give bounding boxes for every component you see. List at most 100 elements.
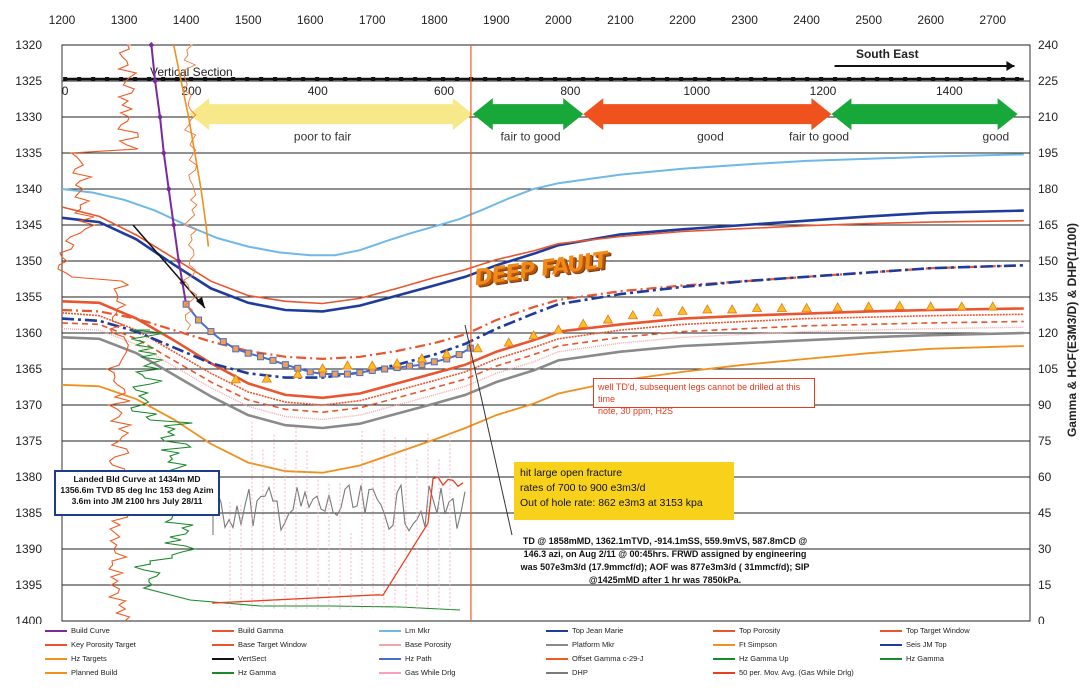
zone-arrows: poor to fair fair to good good fair to good…	[189, 98, 1018, 144]
legend-swatch	[713, 672, 735, 675]
point-hz-targets	[292, 368, 303, 379]
point-hz-path	[343, 370, 351, 378]
zone-label: fair to good	[789, 130, 849, 144]
y-left-tick-label: 1370	[15, 398, 42, 412]
legend-swatch	[880, 658, 902, 661]
vertsect-marker	[385, 77, 390, 81]
legend-item: Planned Build	[45, 668, 117, 677]
vertsect-marker	[1015, 77, 1020, 81]
vertsect-marker	[847, 77, 852, 81]
log-traces	[57, 44, 466, 622]
point-hz-path	[455, 351, 463, 359]
series-top-porosity	[61, 312, 1024, 406]
point-hz-path	[195, 316, 203, 324]
vertsect-marker	[791, 77, 796, 81]
y-left-tick-label: 1395	[15, 578, 42, 592]
y-left-tick-label: 1350	[15, 254, 42, 268]
point-build-curve	[165, 186, 172, 192]
point-hz-path	[356, 369, 364, 377]
log-dhp	[212, 483, 466, 535]
y-right-tick-label: 0	[1038, 614, 1045, 624]
vertical-section-tick: 1000	[683, 84, 710, 98]
vertsect-marker	[217, 77, 222, 81]
axes: 1320 240 1325 225 1330 210 1335 195 1340 180 1345 1…	[15, 13, 1079, 624]
point-hz-path	[269, 356, 277, 364]
legend-label: Planned Build	[71, 668, 118, 677]
zone-label: fair to good	[500, 130, 560, 144]
legend-label: Hz Gamma Up	[739, 654, 789, 663]
point-hz-path	[219, 338, 227, 346]
y-left-tick-label: 1380	[15, 470, 42, 484]
legend-label: Key Porosity Target	[71, 640, 136, 649]
y-right-tick-label: 225	[1038, 74, 1058, 88]
legend-item: Hz Gamma Up	[713, 654, 789, 663]
point-hz-targets	[602, 314, 614, 324]
point-hz-targets	[776, 302, 787, 312]
td-line-4: @1425mMD after 1 hr was 7850kPa.	[588, 575, 742, 585]
point-hz-targets	[677, 305, 688, 315]
vertsect-marker	[357, 77, 362, 81]
zone-label: good	[983, 130, 1010, 144]
legend-label: 50 per. Mov. Avg. (Gas While Drlg)	[739, 668, 854, 677]
legend-label: Base Target Window	[238, 640, 307, 649]
vertsect-marker	[105, 77, 110, 81]
point-hz-targets	[627, 309, 639, 320]
y-left-tick-label: 1360	[15, 326, 42, 340]
vertsect-marker	[623, 77, 628, 81]
x-top-tick-label: 1400	[173, 13, 200, 27]
point-hz-targets	[702, 304, 713, 314]
zone-label: good	[697, 130, 724, 144]
zone-arrow	[472, 98, 584, 131]
vertsect-marker	[273, 77, 278, 81]
legend-label: Build Gamma	[238, 626, 284, 635]
vertsect-marker	[133, 77, 138, 81]
vertsect-marker	[427, 77, 432, 81]
y-right-tick-label: 135	[1038, 290, 1058, 304]
point-hz-targets	[751, 302, 763, 312]
legend-item: Build Curve	[45, 626, 110, 635]
zone-arrow	[583, 98, 832, 131]
vertsect-marker	[119, 77, 124, 81]
x-top-tick-label: 2100	[607, 13, 634, 27]
vertsect-marker	[609, 77, 614, 81]
x-top-tick-label: 1500	[235, 13, 262, 27]
point-hz-targets	[801, 302, 812, 312]
legend-label: VertSect	[238, 654, 267, 663]
legend-label: DHP	[572, 668, 588, 677]
vertical-section-tick: 800	[560, 84, 580, 98]
legend-item: Seis JM Top	[880, 640, 947, 649]
x-top-tick-label: 1700	[359, 13, 386, 27]
vertsect-marker	[833, 77, 838, 81]
vertical-section-label: Vertical Section	[150, 65, 233, 79]
vertsect-marker	[91, 77, 96, 81]
vertsect-marker	[189, 77, 194, 81]
landed-pointer-head	[196, 297, 205, 308]
legend-swatch	[379, 630, 401, 633]
legend-swatch	[212, 630, 234, 633]
vertsect-marker	[315, 77, 320, 81]
y-right-tick-label: 240	[1038, 38, 1058, 52]
td-line-1: TD @ 1858mMD, 1362.1mTVD, -914.1mSS, 559…	[522, 536, 808, 546]
point-hz-targets	[578, 318, 589, 328]
vertsect-marker	[161, 77, 166, 81]
direction-arrow-head	[1006, 61, 1015, 71]
vertsect-marker	[931, 77, 936, 81]
fracture-line-3: Out of hole rate: 862 e3m3 at 3153 kpa	[520, 497, 703, 509]
point-build-curve	[148, 42, 155, 48]
point-hz-targets	[230, 373, 241, 384]
vertsect-marker	[721, 77, 726, 81]
point-hz-path	[405, 362, 413, 370]
vertsect-marker	[539, 77, 544, 81]
legend-item: Hz Gamma	[212, 668, 276, 677]
vertical-section-tick: 1200	[810, 84, 837, 98]
td-line-2: 146.3 azi, on Aug 2/11 @ 00:45hrs. FRWD …	[523, 549, 807, 559]
legend-item: Hz Path	[379, 654, 432, 663]
y-left-tick-label: 1355	[15, 290, 42, 304]
vertsect-marker	[693, 77, 698, 81]
legend-swatch	[45, 630, 67, 633]
vertsect-marker	[735, 77, 740, 81]
point-build-curve	[170, 222, 177, 228]
legend-item: Build Gamma	[212, 626, 283, 635]
series-platform-mkr	[61, 331, 1024, 430]
legend-swatch	[880, 630, 902, 633]
